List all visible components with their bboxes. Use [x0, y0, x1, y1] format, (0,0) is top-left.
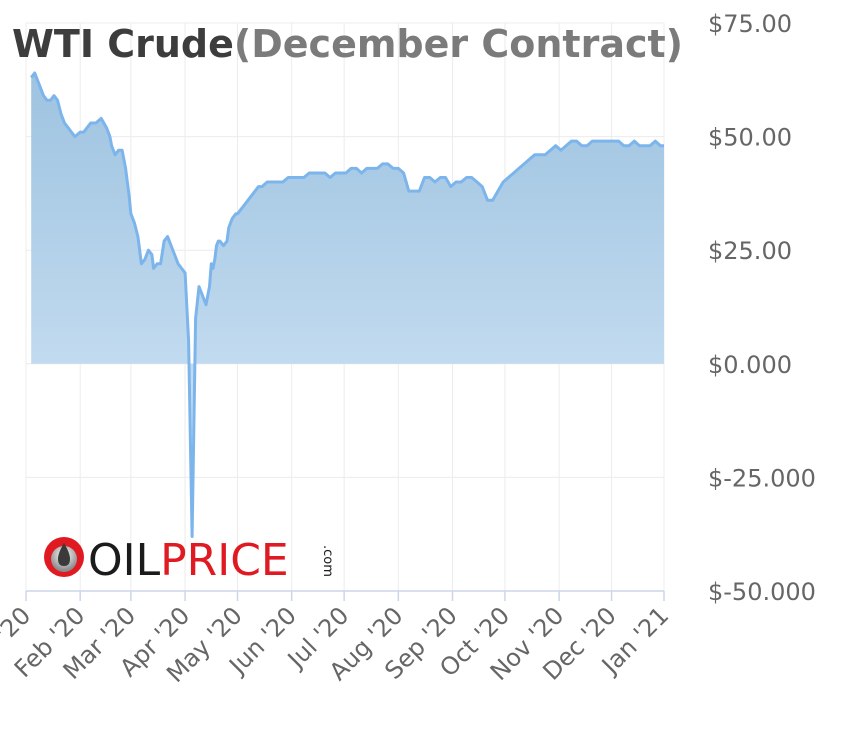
series-area [31, 73, 664, 537]
logo-price: PRICE [160, 535, 289, 586]
line-layer [30, 71, 664, 538]
series-line [30, 71, 664, 538]
y-tick-label-0: $75.00 [708, 10, 792, 38]
y-tick-label-2: $25.00 [708, 237, 792, 265]
y-axis-ticks: $75.00 $50.00 $25.00 $0.000 $-25.000 $-50.000 [708, 10, 816, 606]
area-layer [31, 73, 664, 537]
y-tick-label-5: $-50.000 [708, 578, 816, 606]
x-axis [25, 590, 665, 601]
oilprice-logo: OILPRICE .com [44, 535, 335, 586]
y-tick-label-3: $0.000 [708, 351, 792, 379]
oil-droplet-icon [58, 543, 70, 566]
logo-wordmark: OILPRICE [88, 535, 289, 586]
y-tick-label-4: $-25.000 [708, 464, 816, 492]
chart-title: WTI Crude(December Contract) [12, 22, 683, 66]
chart-title-subtitle: (December Contract) [234, 22, 683, 66]
chart-title-main: WTI Crude [12, 22, 234, 66]
y-tick-label-1: $50.00 [708, 124, 792, 152]
logo-dotcom: .com [320, 545, 335, 577]
logo-oil: OIL [88, 535, 161, 586]
